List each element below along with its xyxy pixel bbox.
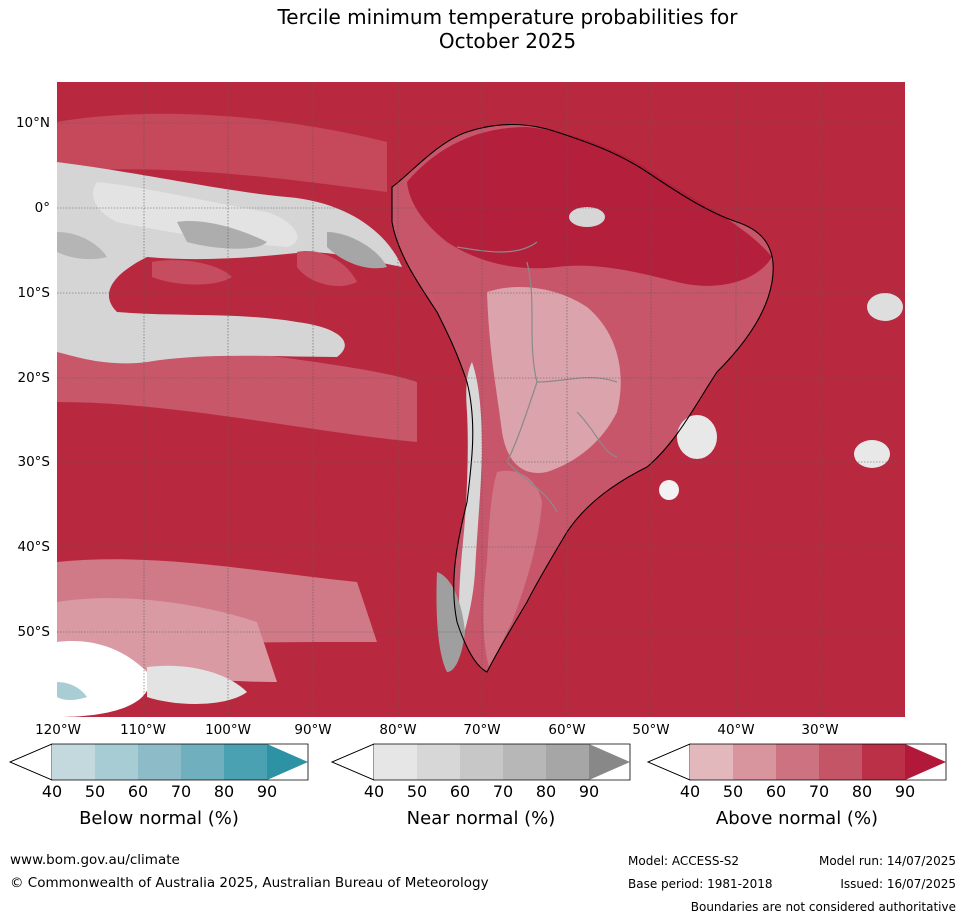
below-tick-60: 60 <box>127 782 149 801</box>
colorbar-near-seg-1 <box>374 744 417 780</box>
map-title: Tercile minimum temperature probabilitie… <box>0 5 965 53</box>
white-spot-coast <box>659 480 679 500</box>
white-spot-east <box>867 293 903 321</box>
lon-label-40w: 40°W <box>717 722 755 738</box>
below-normal-blue <box>57 682 87 701</box>
disclaimer-text: Boundaries are not considered authoritat… <box>690 900 956 914</box>
colorbar-near-outline <box>330 743 631 781</box>
near-normal-dark-2 <box>327 232 387 269</box>
lon-label-110w: 110°W <box>120 722 166 738</box>
lon-label-30w: 30°W <box>801 722 839 738</box>
issued-text: Issued: 16/07/2025 <box>840 877 956 891</box>
lat-label-10s: 10°S <box>17 285 51 301</box>
below-tick-90: 90 <box>256 782 278 801</box>
below-tick-80: 80 <box>213 782 235 801</box>
coastline <box>391 123 774 673</box>
colorbar-below-seg-1 <box>52 744 95 780</box>
below-tick-40: 40 <box>41 782 63 801</box>
title-line-2: October 2025 <box>438 29 577 53</box>
model-text: Model: ACCESS-S2 <box>628 854 740 868</box>
white-spot-brazil <box>677 415 717 459</box>
red-patch-1 <box>152 260 232 285</box>
colorbar-near-left-cap <box>330 743 375 781</box>
near-tick-40: 40 <box>363 782 385 801</box>
near-normal-sw <box>147 665 247 704</box>
copyright-text: © Commonwealth of Australia 2025, Austra… <box>10 875 489 891</box>
colorbar-above-seg-2 <box>733 744 776 780</box>
near-tick-80: 80 <box>535 782 557 801</box>
map-svg <box>57 82 905 717</box>
interior-light <box>487 287 621 473</box>
above-normal-title: Above normal (%) <box>715 808 879 829</box>
near-tick-60: 60 <box>449 782 471 801</box>
colorbar-near-seg-5 <box>546 744 589 780</box>
near-normal-dark-3 <box>57 232 107 260</box>
lat-label-30s: 30°S <box>17 454 51 470</box>
title-line-1: Tercile minimum temperature probabilitie… <box>277 5 738 29</box>
colorbar-below-seg-4 <box>181 744 224 780</box>
near-tick-90: 90 <box>578 782 600 801</box>
lon-label-80w: 80°W <box>379 722 417 738</box>
continent-north <box>407 127 772 286</box>
lat-label-50s: 50°S <box>17 624 51 640</box>
graticule <box>57 82 905 717</box>
base-period-text: Base period: 1981-2018 <box>628 877 773 891</box>
below-tick-50: 50 <box>84 782 106 801</box>
near-tick-50: 50 <box>406 782 428 801</box>
model-run-text: Model run: 14/07/2025 <box>818 854 956 868</box>
above-tick-80: 80 <box>851 782 873 801</box>
website-link[interactable]: www.bom.gov.au/climate <box>10 852 180 868</box>
colorbar-near-seg-2 <box>417 744 460 780</box>
lon-label-50w: 50°W <box>632 722 670 738</box>
colorbar-below-outline <box>8 743 309 781</box>
lon-label-90w: 90°W <box>294 722 332 738</box>
colorbar-below-seg-3 <box>138 744 181 780</box>
white-spot-atlantic <box>854 440 890 468</box>
lon-label-120w: 120°W <box>35 722 81 738</box>
near-normal-dark-1 <box>177 221 267 249</box>
colorbar-near-seg-4 <box>503 744 546 780</box>
lon-label-70w: 70°W <box>463 722 501 738</box>
argentina-band <box>483 470 542 667</box>
probability-map <box>57 82 905 717</box>
band-north <box>57 113 387 192</box>
colorbar-above-outline <box>646 743 947 781</box>
patagonia-grey <box>436 572 465 672</box>
near-tick-70: 70 <box>492 782 514 801</box>
colorbar-below-left-cap <box>8 743 53 781</box>
below-tick-70: 70 <box>170 782 192 801</box>
near-normal-light <box>93 182 298 247</box>
below-normal-title: Below normal (%) <box>79 808 239 829</box>
red-patch-2 <box>297 251 357 287</box>
lat-label-20s: 20°S <box>17 370 51 386</box>
colorbar-above-left-cap <box>646 743 691 781</box>
lat-label-40s: 40°S <box>17 539 51 555</box>
above-tick-60: 60 <box>765 782 787 801</box>
lon-label-60w: 60°W <box>548 722 586 738</box>
colorbar-below-seg-5 <box>224 744 267 780</box>
colorbar-above-seg-1 <box>690 744 733 780</box>
colorbar-above-right-cap <box>905 744 946 780</box>
colorbar-above-seg-5 <box>862 744 905 780</box>
above-tick-70: 70 <box>808 782 830 801</box>
colorbar-near-right-cap <box>589 744 630 780</box>
lat-label-10n: 10°N <box>15 115 50 131</box>
andes-near-normal <box>459 362 482 642</box>
colorbar-below-right-cap <box>267 744 308 780</box>
colorbar-near-seg-3 <box>460 744 503 780</box>
colorbar-above-seg-3 <box>776 744 819 780</box>
colorbar-above <box>646 743 947 781</box>
colorbar-below-seg-2 <box>95 744 138 780</box>
white-spot-amazon <box>569 207 605 227</box>
lon-label-100w: 100°W <box>205 722 251 738</box>
colorbar-near <box>330 743 631 781</box>
above-tick-50: 50 <box>722 782 744 801</box>
colorbar-below <box>8 743 309 781</box>
above-tick-40: 40 <box>679 782 701 801</box>
lat-label-0: 0° <box>34 200 50 216</box>
colorbar-above-seg-4 <box>819 744 862 780</box>
above-tick-90: 90 <box>894 782 916 801</box>
near-normal-title: Near normal (%) <box>406 808 556 829</box>
